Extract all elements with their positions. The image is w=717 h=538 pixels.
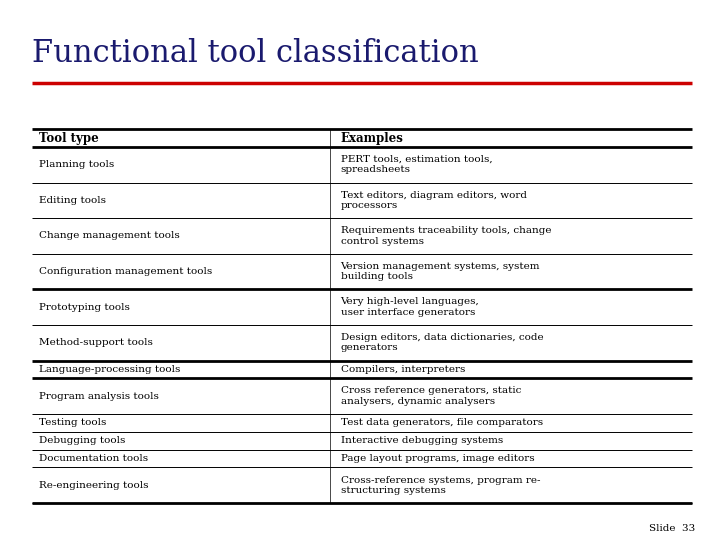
Text: Debugging tools: Debugging tools — [39, 436, 125, 445]
Text: Tool type: Tool type — [39, 131, 99, 145]
Text: Program analysis tools: Program analysis tools — [39, 392, 159, 401]
Text: Text editors, diagram editors, word
processors: Text editors, diagram editors, word proc… — [341, 190, 526, 210]
Text: Prototyping tools: Prototyping tools — [39, 303, 130, 312]
Text: Language-processing tools: Language-processing tools — [39, 365, 181, 374]
Text: Slide  33: Slide 33 — [649, 523, 695, 533]
Text: PERT tools, estimation tools,
spreadsheets: PERT tools, estimation tools, spreadshee… — [341, 155, 492, 174]
Text: Version management systems, system
building tools: Version management systems, system build… — [341, 262, 540, 281]
Text: Requirements traceability tools, change
control systems: Requirements traceability tools, change … — [341, 226, 551, 246]
Text: Page layout programs, image editors: Page layout programs, image editors — [341, 454, 534, 463]
Text: Examples: Examples — [341, 131, 404, 145]
Text: Testing tools: Testing tools — [39, 419, 107, 427]
Text: Design editors, data dictionaries, code
generators: Design editors, data dictionaries, code … — [341, 333, 543, 352]
Text: Test data generators, file comparators: Test data generators, file comparators — [341, 419, 543, 427]
Text: Method-support tools: Method-support tools — [39, 338, 153, 348]
Text: Configuration management tools: Configuration management tools — [39, 267, 213, 276]
Text: Functional tool classification: Functional tool classification — [32, 38, 479, 69]
Text: Planning tools: Planning tools — [39, 160, 115, 169]
Text: Interactive debugging systems: Interactive debugging systems — [341, 436, 503, 445]
Text: Cross-reference systems, program re-
structuring systems: Cross-reference systems, program re- str… — [341, 476, 540, 495]
Text: Documentation tools: Documentation tools — [39, 454, 148, 463]
Text: Very high-level languages,
user interface generators: Very high-level languages, user interfac… — [341, 298, 480, 317]
Text: Cross reference generators, static
analysers, dynamic analysers: Cross reference generators, static analy… — [341, 386, 521, 406]
Text: Re-engineering tools: Re-engineering tools — [39, 481, 149, 490]
Text: Editing tools: Editing tools — [39, 196, 106, 205]
Text: Change management tools: Change management tools — [39, 231, 180, 240]
Text: Compilers, interpreters: Compilers, interpreters — [341, 365, 465, 374]
